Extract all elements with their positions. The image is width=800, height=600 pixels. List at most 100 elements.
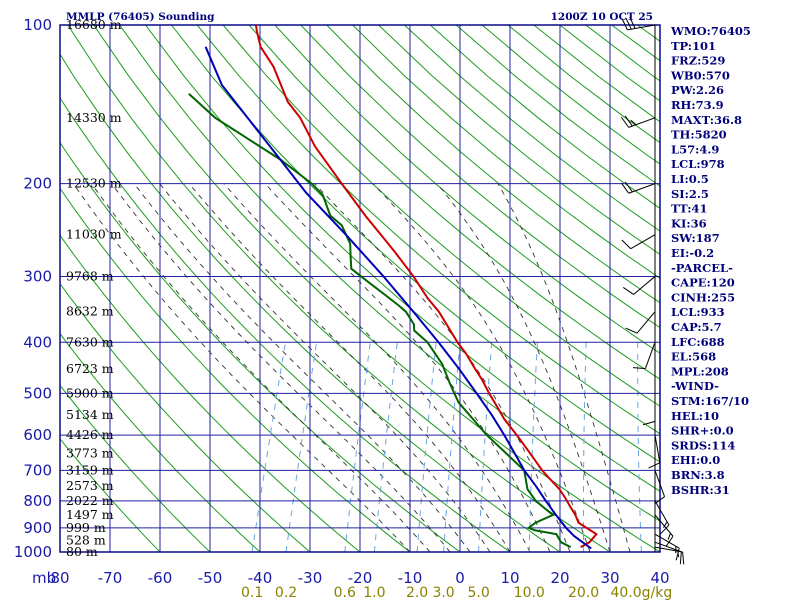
height-label: 11030 m [66, 227, 122, 242]
pressure-tick-label: 300 [23, 267, 52, 285]
pressure-tick-label: 200 [23, 175, 52, 193]
height-label: 16680 m [66, 17, 122, 32]
index-cape: CAPE:120 [671, 276, 735, 290]
mixing-ratio-label: 5.0 [467, 585, 489, 600]
index-brn: BRN:3.8 [671, 468, 725, 482]
wind-barb [621, 17, 656, 31]
temperature-tick-label: -20 [348, 569, 373, 587]
index-lfc: LFC:688 [671, 335, 725, 349]
dry-adiabat-line [60, 187, 411, 552]
dry-adiabat-line [429, 25, 660, 209]
temperature-tick-label: -60 [148, 569, 173, 587]
wind-barb [622, 276, 656, 295]
height-label: 528 m [66, 532, 106, 547]
pressure-tick-label: 100 [23, 16, 52, 34]
chart-title: MMLP (76405) Sounding [66, 11, 215, 23]
height-label: 2573 m [66, 478, 114, 493]
pressure-tick-label: 900 [23, 519, 52, 537]
mixing-ratio-line [528, 342, 538, 552]
dry-adiabat-line [60, 282, 311, 552]
temperature-tick-label: -30 [298, 569, 323, 587]
index--parcel-: -PARCEL- [671, 261, 733, 275]
index-li: LI:0.5 [671, 172, 709, 186]
chart-datetime: 1200Z 10 OCT 25 [551, 11, 653, 23]
dry-adiabat-line [171, 25, 660, 463]
dry-adiabat-line [60, 53, 561, 552]
index-stm: STM:167/10 [671, 394, 749, 408]
sounding-series [188, 25, 598, 550]
wind-barb [654, 514, 674, 547]
temperature-tick-label: -70 [98, 569, 123, 587]
dry-adiabat-line [352, 25, 660, 279]
height-label: 6723 m [66, 361, 114, 376]
mixing-ratio-line [478, 342, 493, 552]
index-ehi: EHI:0.0 [671, 453, 720, 467]
temperature-tick-label: -10 [398, 569, 423, 587]
index-frz: FRZ:529 [671, 54, 725, 68]
temperature-tick-label: 40 [650, 569, 669, 587]
height-label: 3773 m [66, 445, 114, 460]
index-l57: L57:4.9 [671, 142, 719, 156]
wind-barb [648, 434, 661, 469]
pressure-unit-label: mb [32, 569, 56, 587]
index-shr-: SHR+:0.0 [671, 424, 734, 438]
index--wind-: -WIND- [671, 379, 719, 393]
wind-barb [642, 393, 656, 426]
height-label: 14330 m [66, 110, 122, 125]
height-label: 4426 m [66, 427, 114, 442]
dry-adiabat-line [60, 384, 211, 552]
temperature-tick-label: 80 [50, 569, 69, 587]
dry-adiabat-line [196, 25, 660, 435]
mixing-ratio-label: 0.6 [334, 585, 356, 600]
dry-adiabat-line [533, 25, 660, 123]
moist-adiabat-line [91, 183, 431, 552]
index-cinh: CINH:255 [671, 290, 735, 304]
dry-adiabats [60, 25, 660, 552]
height-label: 8632 m [66, 304, 114, 319]
temperature-tick-label: 10 [500, 569, 519, 587]
index-pw: PW:2.26 [671, 83, 724, 97]
dry-adiabat-line [67, 25, 611, 552]
height-label: 1497 m [66, 507, 114, 522]
grid [59, 24, 661, 553]
temperature-tick-label: 20 [550, 569, 569, 587]
temperature-tick-label: -40 [248, 569, 273, 587]
moist-adiabat-line [111, 183, 451, 552]
mixing-ratio-label: 40.0g/kg [610, 585, 672, 600]
wind-barb [632, 342, 656, 370]
index-wmo: WMO:76405 [670, 24, 751, 38]
pressure-tick-label: 600 [23, 426, 52, 444]
mixing-ratio-label: 3.0 [432, 585, 454, 600]
index-ki: KI:36 [671, 216, 707, 230]
dry-adiabat-line [326, 25, 660, 304]
mixing-ratio-line [637, 342, 642, 552]
wind-barb [625, 311, 656, 334]
mixing-ratio-label: 1.0 [363, 585, 385, 600]
dewpoint-profile [188, 92, 572, 548]
mixing-ratio-label: 10.0 [514, 585, 545, 600]
index-bshr: BSHR:31 [671, 483, 730, 497]
dry-adiabat-line [300, 25, 660, 329]
height-label: 12530 m [66, 176, 122, 191]
mixing-ratio-line [251, 342, 286, 552]
index-tt: TT:41 [671, 202, 708, 216]
wind-barb [654, 541, 682, 565]
pressure-tick-label: 400 [23, 333, 52, 351]
index-ei: EI:-0.2 [671, 246, 714, 260]
mixing-ratio-label: 0.1 [241, 585, 263, 600]
temperature-tick-label: 0 [455, 569, 465, 587]
pressure-tick-label: 1000 [14, 543, 52, 561]
moist-adiabat-line [314, 183, 571, 552]
moist-adiabat-line [223, 183, 531, 552]
index-el: EL:568 [671, 350, 716, 364]
dry-adiabat-line [145, 25, 660, 492]
dry-adiabat-line [222, 25, 660, 407]
mixing-ratio-label: 0.2 [275, 585, 297, 600]
dry-adiabat-line [60, 437, 161, 552]
plot-frame [59, 24, 661, 553]
height-label: 999 m [66, 520, 106, 535]
moist-adiabat-line [264, 183, 551, 552]
wind-barb [621, 234, 656, 250]
temperature-tick-label: -50 [198, 569, 223, 587]
